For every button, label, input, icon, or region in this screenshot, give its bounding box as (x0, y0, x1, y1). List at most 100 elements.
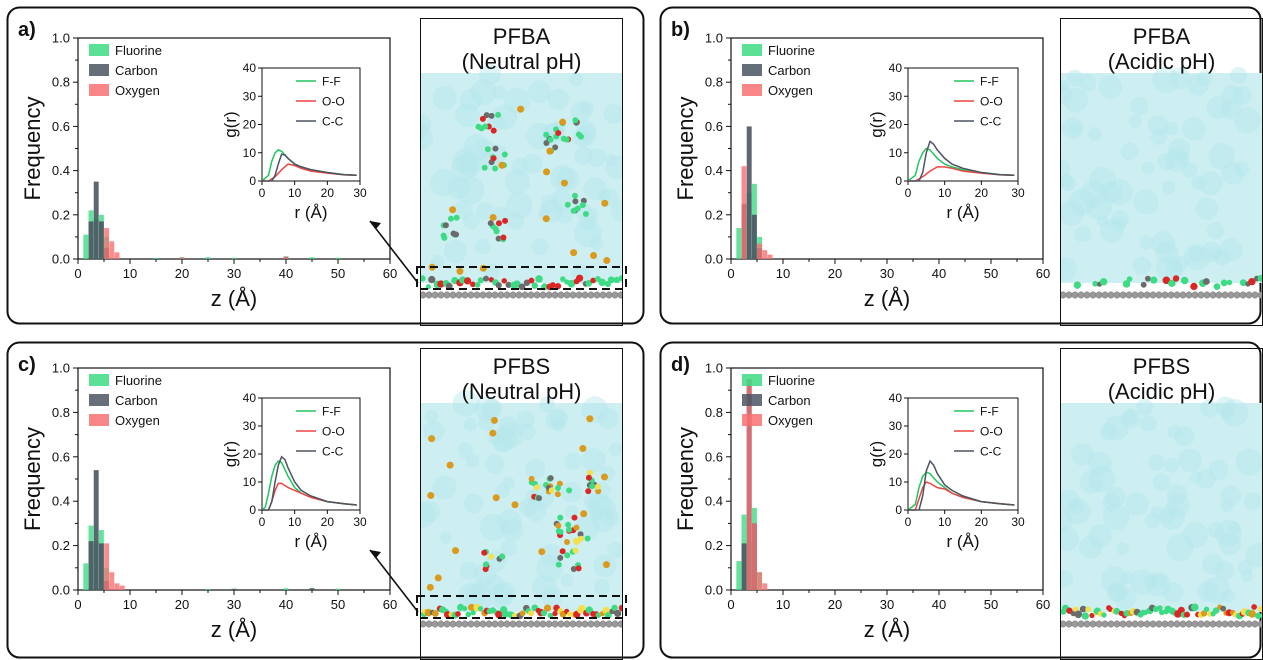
water-texture (1105, 486, 1126, 508)
water-texture (1071, 443, 1094, 466)
water-texture (420, 501, 436, 529)
surface-atom (587, 620, 595, 628)
water-texture (1189, 471, 1203, 484)
inset-line-c-c (262, 153, 357, 182)
dissolved-molecule-atom (573, 524, 580, 531)
water-texture (555, 206, 574, 224)
surface-atom (1125, 291, 1133, 299)
ion (542, 215, 550, 223)
water-texture (1060, 200, 1084, 226)
water-region (1060, 403, 1263, 612)
x-tick-label: 10 (123, 266, 137, 281)
water-texture (1147, 453, 1165, 471)
water-texture (1182, 117, 1206, 141)
water-texture (1198, 170, 1223, 196)
legend-swatch-oxygen (89, 414, 109, 426)
adsorbed-atom (495, 282, 502, 289)
water-texture (518, 498, 538, 517)
adsorbed-atom (543, 604, 552, 612)
panel-label: c) (18, 354, 36, 376)
surface-atom (1221, 620, 1229, 628)
water-texture (1086, 194, 1113, 220)
water-texture (504, 168, 531, 195)
water-texture (1164, 148, 1189, 172)
surface-atom (1095, 291, 1103, 299)
adsorbed-atom (470, 610, 476, 616)
dissolved-molecule-atom (488, 112, 495, 119)
dissolved-molecule-atom (547, 475, 554, 482)
water-texture (1132, 256, 1152, 275)
snapshot-subtitle: (Neutral pH) (462, 379, 582, 404)
inset-x-axis-label: r (Å) (294, 532, 327, 551)
surface-atom (1173, 291, 1181, 299)
snapshot-subtitle: (Neutral pH) (462, 49, 582, 74)
y-tick-label: 0.8 (705, 75, 723, 90)
ion (489, 429, 497, 437)
water-texture (479, 63, 501, 86)
inset-chart: F-F O-O C-C 0 10 20 30 0 10 20 30 40 r (Å) g(r) (867, 61, 1025, 222)
water-texture (457, 442, 474, 458)
y-tick-label: 0.4 (52, 494, 70, 509)
dissolved-molecule-atom (572, 547, 579, 554)
legend-swatch-fluorine (742, 44, 762, 56)
inset-y-tick-label: 30 (889, 89, 903, 103)
water-texture (528, 80, 552, 104)
adsorbed-atom (463, 277, 472, 285)
inset-y-tick-label: 0 (895, 503, 902, 517)
water-texture (1243, 492, 1262, 511)
surface-atom (569, 620, 577, 628)
water-texture (589, 236, 604, 251)
surface-atom (1113, 620, 1121, 628)
water-texture (1146, 572, 1171, 597)
dissolved-molecule-atom (500, 234, 507, 241)
y-tick-label: 1.0 (52, 31, 70, 46)
water-texture (1166, 483, 1188, 505)
y-axis-label: Frequency (20, 427, 45, 531)
water-texture (502, 476, 515, 489)
surface-atom (479, 291, 487, 299)
dissolved-molecule-atom (564, 201, 571, 208)
surface-atom (509, 620, 517, 628)
surface-atom (1101, 291, 1109, 299)
legend-label-oxygen: Oxygen (768, 83, 813, 98)
adsorbed-atom (1122, 280, 1131, 288)
y-tick-label: 0.8 (705, 405, 723, 420)
water-texture (607, 542, 623, 559)
dissolved-molecule-atom (578, 535, 585, 542)
surface-atom (485, 620, 493, 628)
inset-y-tick-label: 10 (889, 146, 903, 160)
surface-atom (1161, 291, 1169, 299)
water-texture (1116, 542, 1129, 555)
surface-atom (485, 291, 493, 299)
surface-atom (425, 620, 433, 628)
surface-atom (1179, 620, 1187, 628)
water-texture (1202, 554, 1223, 575)
bar-carbon (231, 588, 237, 590)
ion (490, 416, 498, 424)
water-texture (1207, 521, 1224, 538)
water-texture (496, 422, 523, 449)
dissolved-molecule-atom (564, 539, 571, 546)
legend-label-fluorine: Fluorine (115, 373, 162, 388)
water-texture (575, 124, 597, 146)
water-texture (1150, 128, 1167, 145)
inset-y-axis-label: g(r) (221, 111, 240, 137)
inset-x-tick-label: 20 (321, 515, 335, 529)
bar-carbon (93, 181, 99, 259)
dissolved-molecule-atom (557, 528, 564, 535)
inset-chart: F-F O-O C-C 0 10 20 30 0 10 20 30 40 r (Å) g(r) (867, 391, 1025, 551)
adsorbed-atom (549, 282, 556, 289)
ion (601, 199, 609, 207)
water-texture (524, 498, 547, 522)
adsorbed-atom (1203, 606, 1210, 613)
surface-atom (1101, 620, 1109, 628)
adsorbed-atom (1191, 603, 1199, 612)
inset-y-tick-label: 30 (243, 89, 257, 103)
y-tick-label: 0.4 (52, 163, 70, 178)
water-texture (1196, 469, 1216, 489)
water-texture (432, 475, 457, 500)
water-texture (1096, 214, 1109, 227)
water-texture (1167, 424, 1182, 439)
water-texture (1060, 175, 1076, 192)
water-texture (1111, 216, 1127, 232)
